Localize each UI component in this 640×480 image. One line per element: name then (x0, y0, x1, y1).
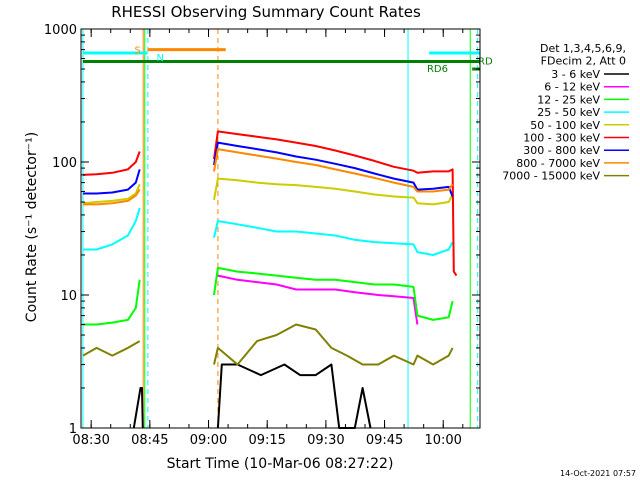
state-bar-label: RD (478, 56, 493, 67)
x-tick-label: 10:00 (424, 433, 461, 448)
y-tick-label: 1 (69, 422, 77, 437)
series-line (83, 279, 141, 326)
state-bar-label: RD6 (427, 64, 448, 75)
series-line (82, 183, 141, 205)
legend-label: 50 - 100 keV (530, 119, 600, 132)
x-axis-label: Start Time (10-Mar-06 08:27:22) (167, 456, 394, 472)
series-line (82, 151, 141, 176)
x-tick-label: 08:30 (72, 433, 109, 448)
x-tick-label: 09:30 (307, 433, 344, 448)
series-line (83, 189, 141, 206)
x-tick-label: 09:15 (248, 433, 285, 448)
series-line (213, 148, 454, 193)
series-line (83, 169, 141, 195)
series-line (83, 207, 141, 251)
plot-frame (80, 28, 481, 429)
series-line (132, 387, 144, 429)
x-tick-label: 09:45 (366, 433, 403, 448)
x-tick-label: 09:00 (190, 433, 227, 448)
series-line (82, 340, 141, 357)
series-line (213, 323, 454, 366)
y-tick-label: 1000 (44, 23, 77, 38)
legend-label: 300 - 800 keV (523, 144, 600, 157)
legend-label: 800 - 7000 keV (516, 157, 600, 170)
legend-label: 12 - 25 keV (537, 93, 600, 106)
series-line (216, 363, 372, 429)
legend: Det 1,3,4,5,6,9,FDecim 2, Att 03 - 6 keV… (502, 42, 629, 183)
legend-label: 6 - 12 keV (544, 81, 600, 94)
footer-date: 14-Oct-2021 07:57 (560, 469, 636, 478)
y-axis-label: Count Rate (s⁻¹ detector⁻¹) (24, 132, 40, 322)
legend-header: Det 1,3,4,5,6,9, (540, 42, 626, 55)
state-bar-label: N (157, 53, 164, 64)
state-bar-label: S (135, 46, 141, 57)
series-line (213, 266, 454, 321)
y-tick-label: 100 (52, 156, 77, 171)
legend-label: 7000 - 15000 keV (502, 170, 600, 183)
series-line (213, 177, 454, 206)
series-line (213, 130, 458, 277)
series-line (213, 220, 454, 256)
series-line (213, 141, 454, 197)
y-tick-label: 10 (60, 289, 77, 304)
plot-area: S N RD RD6 08:30 08:45 09:00 09:15 09:30 09:45 10:… (44, 23, 493, 448)
chart-title: RHESSI Observing Summary Count Rates (111, 3, 421, 21)
legend-header: FDecim 2, Att 0 (541, 55, 626, 68)
legend-label: 100 - 300 keV (523, 132, 600, 145)
x-tick-label: 08:45 (131, 433, 168, 448)
legend-label: 3 - 6 keV (551, 68, 600, 81)
series-line (217, 274, 419, 325)
legend-label: 25 - 50 keV (537, 106, 600, 119)
